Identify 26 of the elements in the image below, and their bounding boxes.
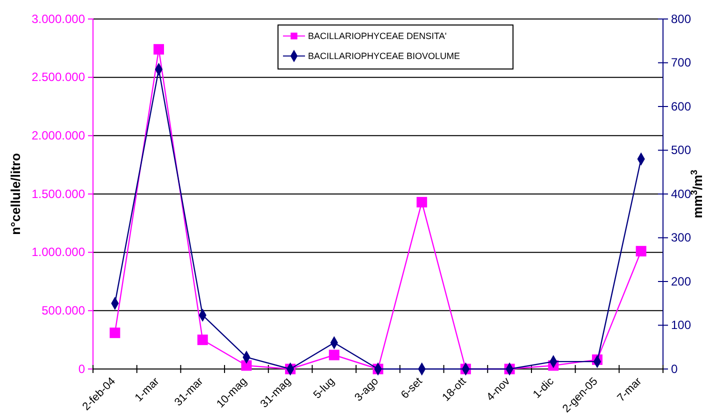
y-tick-label: 2.000.000 [32,128,86,143]
point [154,44,164,55]
y2-tick-label: 400 [671,186,692,201]
point [241,360,252,371]
y2-tick-label: 100 [671,318,692,332]
y-tick-label: 3.000.000 [32,12,86,26]
y2-tick-label: 500 [671,143,692,158]
point [110,328,120,338]
y2-tick-label: 0 [671,362,678,376]
y-tick-label: 0 [78,362,86,376]
point [636,246,646,256]
y-tick-label: 1.500.000 [32,186,86,201]
y2-tick-label: 200 [671,274,692,288]
point [197,334,208,346]
y-axis-title: n°cellule/litro [8,153,23,235]
y-tick-label: 500.000 [42,304,86,318]
legend-label: BACILLARIOPHYCEAE DENSITA' [308,31,447,42]
y2-tick-label: 700 [671,56,692,70]
point [416,196,428,208]
y-tick-label: 2.500.000 [32,70,86,84]
y2-tick-label: 300 [671,230,692,245]
y2-tick-label: 600 [671,99,692,114]
y2-tick-label: 800 [671,12,692,26]
y-tick-label: 1.000.000 [32,245,86,260]
point [328,350,340,360]
legend-label: BACILLARIOPHYCEAE BIOVOLUME [308,51,460,62]
